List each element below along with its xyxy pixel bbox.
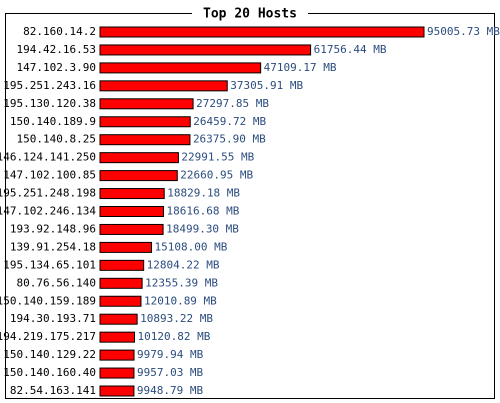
bar bbox=[99, 98, 194, 110]
y-tick-label: 194.42.16.53 bbox=[17, 43, 96, 56]
value-label: 22991.55 MB bbox=[181, 151, 254, 164]
bar bbox=[99, 241, 153, 253]
value-label: 27297.85 MB bbox=[196, 97, 269, 110]
title-background bbox=[192, 5, 308, 21]
value-label: 10893.22 MB bbox=[140, 312, 213, 325]
value-label: 37305.91 MB bbox=[230, 79, 303, 92]
bar bbox=[99, 313, 138, 325]
y-tick-label: 150.140.160.40 bbox=[3, 366, 96, 379]
value-label: 26459.72 MB bbox=[193, 115, 266, 128]
bar bbox=[99, 188, 165, 200]
value-label: 26375.90 MB bbox=[193, 133, 266, 146]
y-tick-label: 147.102.246.134 bbox=[0, 205, 96, 218]
bar bbox=[99, 331, 136, 343]
value-label: 10120.82 MB bbox=[138, 330, 211, 343]
bar bbox=[99, 116, 191, 128]
y-tick-label: 195.134.65.101 bbox=[3, 258, 96, 271]
y-tick-label: 195.251.248.198 bbox=[0, 187, 96, 200]
value-label: 9979.94 MB bbox=[137, 348, 204, 361]
value-label: 12355.39 MB bbox=[145, 276, 218, 289]
value-label: 12010.89 MB bbox=[144, 294, 217, 307]
y-tick-label: 195.130.120.38 bbox=[3, 97, 96, 110]
value-label: 9957.03 MB bbox=[137, 366, 204, 379]
value-label: 9948.79 MB bbox=[137, 384, 204, 397]
value-label: 18499.30 MB bbox=[166, 222, 239, 235]
bar bbox=[99, 62, 262, 74]
y-tick-label: 82.54.163.141 bbox=[10, 384, 96, 397]
y-tick-label: 80.76.56.140 bbox=[17, 276, 96, 289]
bar bbox=[99, 295, 142, 307]
y-tick-label: 150.140.159.189 bbox=[0, 294, 96, 307]
y-tick-label: 150.140.189.9 bbox=[10, 115, 96, 128]
y-tick-label: 82.160.14.2 bbox=[23, 25, 96, 38]
value-label: 22660.95 MB bbox=[180, 169, 253, 182]
y-tick-label: 150.140.129.22 bbox=[3, 348, 96, 361]
bar bbox=[99, 367, 135, 379]
bar bbox=[99, 223, 164, 235]
bar bbox=[99, 26, 425, 38]
bar bbox=[99, 134, 191, 146]
y-tick-label: 146.124.141.250 bbox=[0, 151, 96, 164]
bar bbox=[99, 259, 145, 271]
bar bbox=[99, 44, 312, 56]
bar bbox=[99, 152, 179, 164]
y-tick-label: 147.102.3.90 bbox=[17, 61, 96, 74]
value-label: 12804.22 MB bbox=[147, 258, 220, 271]
y-tick-label: 150.140.8.25 bbox=[17, 133, 96, 146]
value-label: 15108.00 MB bbox=[155, 240, 228, 253]
value-label: 95005.73 MB bbox=[427, 25, 500, 38]
bar bbox=[99, 170, 178, 182]
value-label: 61756.44 MB bbox=[314, 43, 387, 56]
y-tick-label: 194.219.175.217 bbox=[0, 330, 96, 343]
value-label: 47109.17 MB bbox=[264, 61, 337, 74]
bar bbox=[99, 385, 135, 397]
y-tick-label: 139.91.254.18 bbox=[10, 240, 96, 253]
y-tick-label: 194.30.193.71 bbox=[10, 312, 96, 325]
value-label: 18616.68 MB bbox=[166, 205, 239, 218]
bar bbox=[99, 80, 228, 92]
value-label: 18829.18 MB bbox=[167, 187, 240, 200]
y-tick-label: 195.251.243.16 bbox=[3, 79, 96, 92]
bar bbox=[99, 277, 143, 289]
bar bbox=[99, 206, 164, 217]
chart-title: Top 20 Hosts bbox=[203, 7, 297, 22]
y-tick-label: 193.92.148.96 bbox=[10, 222, 96, 235]
bar bbox=[99, 349, 135, 361]
y-tick-label: 147.102.100.85 bbox=[3, 169, 96, 182]
